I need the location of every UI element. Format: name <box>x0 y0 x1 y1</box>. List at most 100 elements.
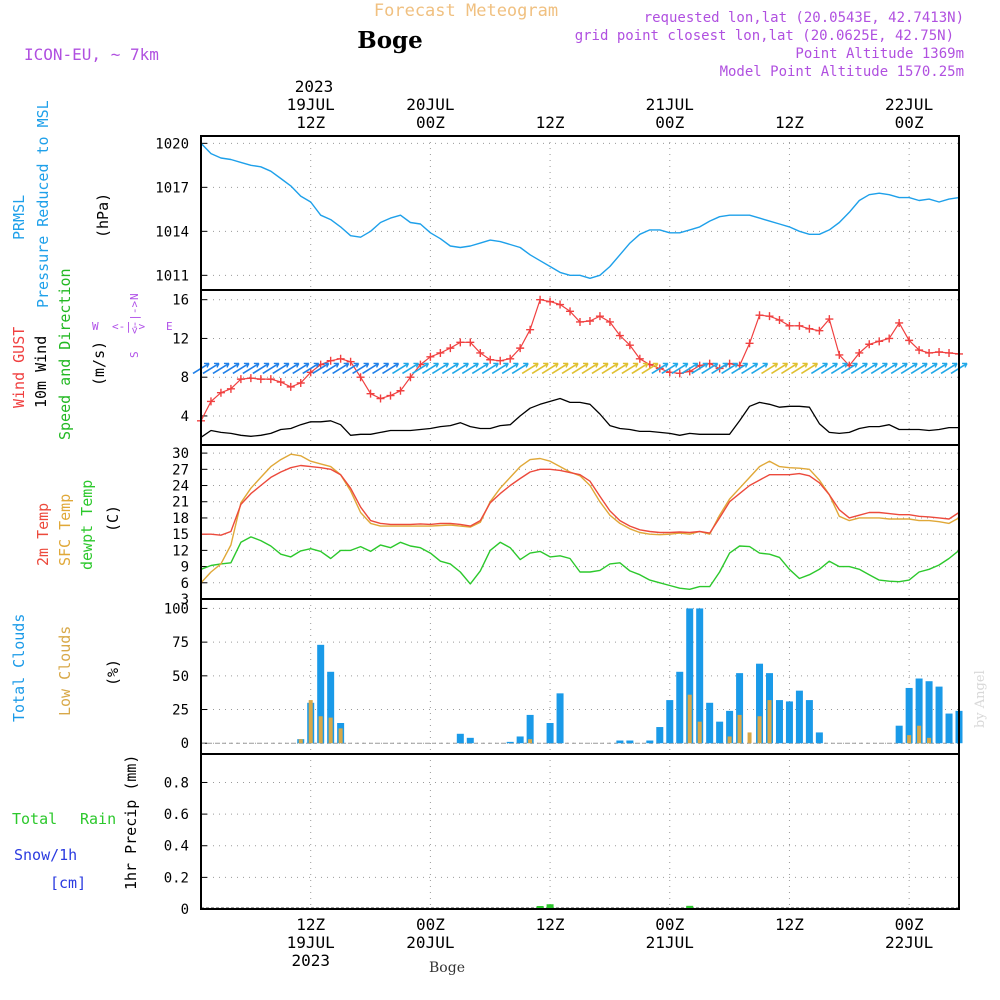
total-cloud-bar <box>646 740 654 744</box>
ytick-label: 12 <box>172 543 189 559</box>
wind-arrow-head <box>333 362 340 368</box>
wind-arrow-head <box>622 362 629 368</box>
pressure-labels: PRMSL Pressure Reduced to MSL (hPa) <box>10 100 112 308</box>
cloud-label-unit: (%) <box>104 659 122 686</box>
gust-point <box>216 388 225 397</box>
wind-arrow-head <box>343 362 350 368</box>
ytick-label: 0 <box>181 736 189 752</box>
wind-arrow-head <box>632 362 639 368</box>
wind-arrow <box>212 362 230 375</box>
wind-arrow <box>272 362 290 375</box>
wind-arrow-head <box>732 362 739 368</box>
total-cloud-bar <box>726 710 734 744</box>
cloud-label-total: Total Clouds <box>10 614 28 722</box>
wind-arrow <box>810 362 828 375</box>
top-time-label: 00Z <box>655 113 684 132</box>
compass-north: N <box>128 293 141 300</box>
total-cloud-bar <box>756 663 764 744</box>
wind-arrow <box>411 362 429 375</box>
wind-arrow <box>541 362 559 375</box>
gust-point <box>466 338 475 347</box>
gust-point <box>276 378 285 387</box>
gust-point <box>935 348 944 356</box>
cloud-label-low: Low Clouds <box>56 626 74 716</box>
wind-arrow <box>761 362 778 375</box>
cloud-labels: Total Clouds Low Clouds (%) <box>10 614 122 722</box>
gust-point <box>815 326 824 335</box>
wind-arrow <box>771 362 788 375</box>
model-name: ICON-EU, ~ 7km <box>24 45 159 64</box>
gust-point <box>576 317 584 326</box>
gust-point <box>326 356 335 365</box>
wind-arrow <box>252 362 270 375</box>
frame-temperature <box>200 444 960 600</box>
compass-rose: N <-|-> S W <-|-> E <box>92 293 173 358</box>
wind-arrow <box>451 362 469 375</box>
gust-point <box>945 348 954 357</box>
top-time-label: 12Z <box>775 113 804 132</box>
total-cloud-bar <box>785 701 793 744</box>
wind-arrow-head <box>782 362 789 368</box>
gust-point <box>286 382 295 391</box>
low-cloud-bar <box>308 700 313 744</box>
gust-point <box>436 348 445 357</box>
ytick-label: 1017 <box>155 180 189 196</box>
wind-arrow <box>651 362 669 375</box>
gust-point <box>506 354 515 363</box>
wind-arrow-head <box>473 362 479 368</box>
wind-arrow-head <box>672 362 679 368</box>
gust-point <box>476 348 485 357</box>
wind-arrow-head <box>962 362 968 368</box>
ytick-label: 21 <box>172 495 189 511</box>
gust-point <box>536 295 545 304</box>
top-time-label: 22JUL <box>885 95 933 114</box>
total-cloud-bar <box>526 714 534 744</box>
gust-point <box>226 384 235 393</box>
top-time-label: 12Z <box>536 113 565 132</box>
gust-point <box>336 354 345 363</box>
gust-point <box>406 373 415 382</box>
wind-arrow-head <box>662 362 669 368</box>
wind-arrow-head <box>204 362 210 368</box>
wind-arrow-head <box>862 362 868 368</box>
ytick-label: 16 <box>172 293 189 309</box>
total-cloud-bar <box>666 700 674 744</box>
gust-point <box>266 375 275 384</box>
bottom-time-label: 12Z <box>775 915 804 934</box>
gust-point <box>905 336 914 345</box>
low-cloud-bar <box>697 721 702 744</box>
temp-label-unit: (C) <box>104 505 122 532</box>
wind-arrow-head <box>453 362 459 368</box>
gust-point <box>496 356 505 365</box>
wind-arrow-head <box>612 362 619 368</box>
precip-label-total: Total <box>12 810 57 828</box>
wind-arrow-head <box>243 362 250 368</box>
bottom-time-label: 00Z <box>895 915 924 934</box>
bottom-time-label: 12Z <box>296 915 325 934</box>
total-cloud-bar <box>935 686 943 744</box>
wind-arrow-head <box>383 362 390 368</box>
wind-arrow-head <box>563 362 569 368</box>
top-time-label: 00Z <box>416 113 445 132</box>
wind-arrow-head <box>263 362 270 368</box>
sfc-temp-line <box>200 453 960 584</box>
gust-point <box>885 334 894 343</box>
total-cloud-bar <box>895 725 903 744</box>
wind-arrow <box>382 362 399 375</box>
gust-point <box>915 346 924 355</box>
gust-point <box>825 315 834 324</box>
wind-arrow <box>850 362 868 375</box>
wind-arrow <box>242 362 260 375</box>
gust-point <box>745 339 754 348</box>
wind-arrow-head <box>742 362 749 368</box>
top-time-label: 19JUL <box>287 95 335 114</box>
compass-ns-arrow: <-|-> <box>128 301 141 334</box>
gust-point <box>755 311 764 320</box>
dewpt-line <box>200 536 960 590</box>
wind-arrow-head <box>393 362 400 368</box>
wind-arrow <box>501 362 519 375</box>
low-cloud-bar <box>757 716 762 744</box>
wind-arrow <box>920 362 938 375</box>
wind-arrow <box>232 362 250 375</box>
